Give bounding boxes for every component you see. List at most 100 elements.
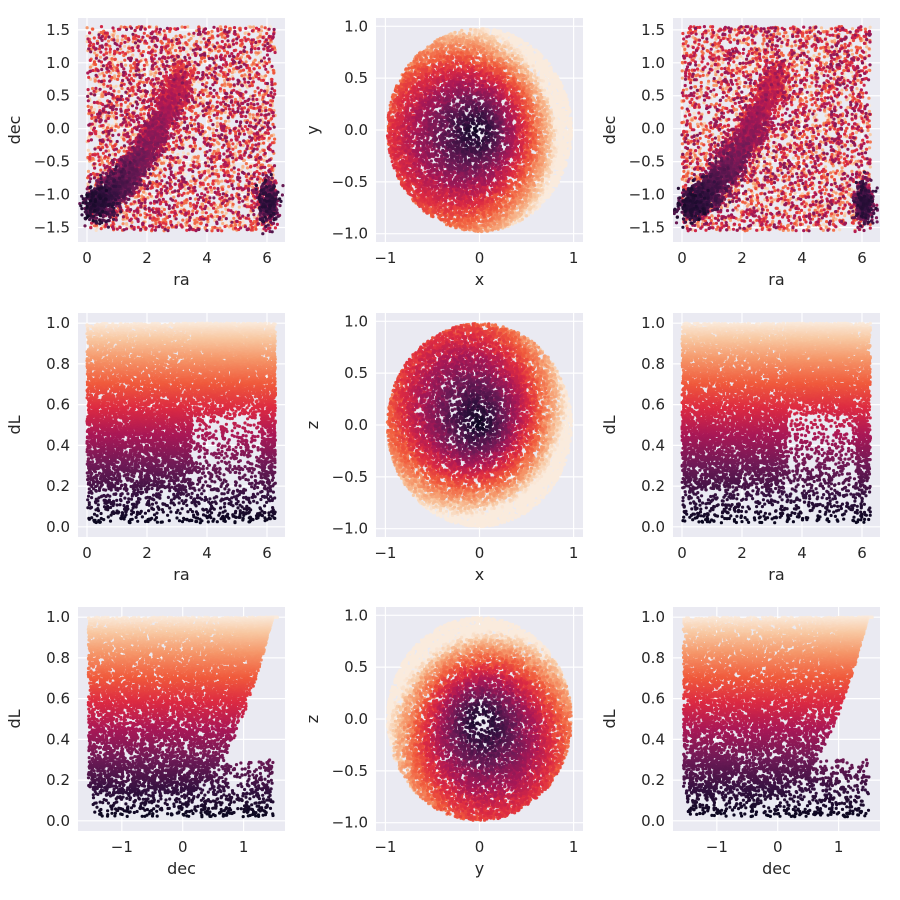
scatter-point bbox=[177, 202, 180, 205]
scatter-point bbox=[218, 155, 221, 158]
scatter-point bbox=[154, 174, 157, 177]
scatter-point bbox=[248, 113, 251, 116]
scatter-point bbox=[209, 186, 212, 189]
scatter-point bbox=[240, 107, 243, 110]
scatter-point bbox=[182, 161, 185, 164]
scatter-point bbox=[274, 82, 277, 85]
scatter-point bbox=[146, 196, 149, 199]
scatter-point bbox=[121, 35, 124, 38]
scatter-point bbox=[274, 226, 277, 229]
scatter-point bbox=[199, 181, 202, 184]
scatter-point bbox=[229, 84, 232, 87]
scatter-point bbox=[244, 225, 247, 228]
scatter-point bbox=[165, 71, 168, 74]
scatter-point bbox=[88, 155, 91, 158]
scatter-point bbox=[93, 90, 96, 93]
scatter-point bbox=[234, 130, 237, 133]
scatter-point bbox=[144, 198, 147, 201]
scatter-point bbox=[262, 159, 265, 162]
scatter-point bbox=[264, 74, 267, 77]
scatter-point bbox=[217, 190, 220, 193]
scatter-point bbox=[242, 69, 245, 72]
scatter-point bbox=[232, 77, 235, 80]
scatter-point bbox=[157, 96, 160, 99]
scatter-point bbox=[158, 158, 161, 161]
scatter-point bbox=[194, 112, 197, 115]
scatter-point bbox=[174, 212, 177, 215]
scatter-point bbox=[189, 145, 192, 148]
scatter-point bbox=[128, 74, 131, 77]
scatter-point bbox=[270, 117, 273, 120]
scatter-point bbox=[256, 148, 259, 151]
scatter-point bbox=[138, 82, 141, 85]
scatter-point bbox=[180, 201, 183, 204]
scatter-point bbox=[220, 67, 223, 70]
scatter-point bbox=[187, 92, 190, 95]
scatter-point bbox=[149, 70, 152, 73]
scatter-point bbox=[169, 74, 172, 77]
scatter-point bbox=[272, 111, 275, 114]
scatter-point bbox=[174, 199, 177, 202]
scatter-point bbox=[192, 161, 195, 164]
scatter-point bbox=[203, 140, 206, 143]
scatter-point bbox=[259, 105, 262, 108]
scatter-point bbox=[269, 49, 272, 52]
scatter-point bbox=[146, 34, 149, 37]
scatter-point bbox=[162, 75, 165, 78]
scatter-point bbox=[250, 42, 253, 45]
scatter-point bbox=[121, 114, 124, 117]
scatter-point bbox=[234, 146, 237, 149]
scatter-point bbox=[203, 194, 206, 197]
scatter-point bbox=[188, 87, 191, 90]
scatter-point bbox=[177, 221, 180, 224]
scatter-point bbox=[126, 105, 129, 108]
scatter-point bbox=[134, 29, 137, 32]
scatter-point bbox=[241, 127, 244, 130]
scatter-point bbox=[100, 25, 103, 28]
scatter-point bbox=[189, 202, 192, 205]
scatter-point bbox=[244, 90, 247, 93]
scatter-point bbox=[179, 49, 182, 52]
scatter-point bbox=[173, 133, 176, 136]
scatter-point bbox=[168, 48, 171, 51]
scatter-point bbox=[205, 81, 208, 84]
scatter-point bbox=[149, 214, 152, 217]
scatter-point bbox=[168, 182, 171, 185]
scatter-point bbox=[190, 60, 193, 63]
scatter-point bbox=[268, 227, 271, 230]
scatter-point bbox=[257, 77, 260, 80]
scatter-point bbox=[264, 26, 267, 29]
scatter-point bbox=[101, 103, 104, 106]
scatter-point bbox=[201, 126, 204, 129]
scatter-point bbox=[192, 32, 195, 35]
scatter-point bbox=[228, 45, 231, 48]
scatter-point bbox=[194, 144, 197, 147]
scatter-point bbox=[237, 129, 240, 132]
scatter-point bbox=[245, 175, 248, 178]
scatter-point bbox=[144, 28, 147, 31]
scatter-point bbox=[189, 180, 192, 183]
scatter-point bbox=[233, 49, 236, 52]
scatter-point bbox=[258, 66, 261, 69]
scatter-point bbox=[215, 55, 218, 58]
scatter-point bbox=[105, 143, 108, 146]
scatter-point bbox=[256, 102, 259, 105]
scatter-point bbox=[151, 91, 154, 94]
scatter-point bbox=[268, 28, 271, 31]
scatter-point bbox=[213, 139, 216, 142]
scatter-point bbox=[124, 64, 127, 67]
scatter-point bbox=[142, 191, 145, 194]
scatter-point bbox=[101, 95, 104, 98]
scatter-point bbox=[232, 203, 235, 206]
scatter-point bbox=[131, 54, 134, 57]
scatter-point bbox=[104, 48, 107, 51]
scatter-point bbox=[106, 138, 109, 141]
scatter-point bbox=[184, 188, 187, 191]
scatter-point bbox=[252, 122, 255, 125]
scatter-point bbox=[183, 35, 186, 38]
scatter-point bbox=[132, 79, 135, 82]
scatter-point bbox=[90, 117, 93, 120]
scatter-point bbox=[145, 78, 148, 81]
scatter-point bbox=[224, 161, 227, 164]
scatter-point bbox=[239, 39, 242, 42]
